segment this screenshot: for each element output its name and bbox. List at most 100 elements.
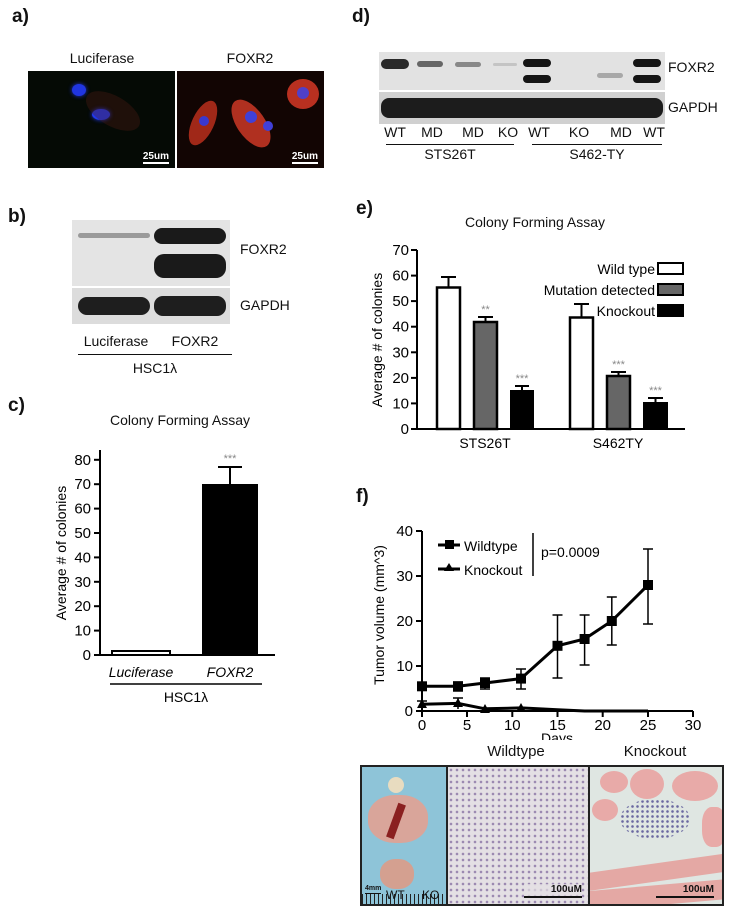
image-title-knockout: Knockout	[623, 743, 687, 760]
panel-label-d: d)	[352, 6, 370, 27]
lane-label: MD	[421, 124, 443, 140]
chart-c-title: Colony Forming Assay	[109, 412, 251, 428]
p-value: p=0.0009	[541, 544, 600, 560]
western-blot-foxr2	[379, 52, 665, 90]
y-tick: 40	[392, 319, 409, 336]
western-blot-gapdh	[379, 92, 665, 124]
series-wildtype-line	[422, 583, 650, 688]
chart-f-tumor-volume: 0 10 20 30 40 0 5 10 15 20 25 30 Days Tu…	[371, 523, 702, 740]
group-underline	[386, 144, 514, 145]
x-tick: FOXR2	[207, 664, 254, 680]
y-tick: 10	[392, 395, 409, 412]
scale-bar-100um: 100uM	[656, 884, 714, 898]
x-tick: 25	[640, 717, 657, 734]
y-tick: 20	[392, 370, 409, 387]
western-blot-foxr2	[72, 220, 230, 286]
y-tick: 70	[74, 476, 91, 493]
lane-label: WT	[643, 124, 665, 140]
y-tick: 10	[74, 623, 91, 640]
panel-a-title-luciferase: Luciferase	[69, 50, 135, 66]
legend-label: Knockout	[464, 562, 522, 578]
scale-bar-25um: 25um	[142, 151, 169, 164]
band-label-foxr2: FOXR2	[668, 59, 715, 75]
bar-luciferase	[111, 650, 171, 656]
y-tick: 0	[401, 421, 409, 438]
tumor-images-row: 4mm WT KO 100uM 100uM	[360, 765, 724, 906]
significance-marker: ***	[516, 373, 530, 385]
y-tick: 0	[83, 647, 91, 664]
band-label-gapdh: GAPDH	[668, 99, 718, 115]
group-label-s462ty: S462-TY	[569, 146, 625, 162]
significance-marker: **	[481, 304, 490, 316]
panel-label-f: f)	[356, 486, 369, 507]
y-tick: 60	[392, 268, 409, 285]
legend-label: Wildtype	[464, 538, 518, 554]
x-tick: 20	[594, 717, 611, 734]
group-underline	[532, 144, 662, 145]
x-tick: STS26T	[459, 435, 511, 451]
y-tick: 50	[74, 525, 91, 542]
chart-c-ylabel: Average # of colonies	[53, 486, 69, 620]
y-tick: 20	[396, 613, 413, 630]
scale-bar-4mm: 4mm	[365, 885, 382, 894]
group-underline	[78, 354, 232, 355]
chart-e-legend: Wild type Mutation detected Knockout	[544, 261, 684, 319]
group-label-hsc1: HSC1λ	[132, 360, 178, 376]
panel-a-title-foxr2: FOXR2	[226, 50, 274, 66]
y-tick: 40	[396, 523, 413, 540]
panel-label-c: c)	[8, 395, 25, 416]
chart-f-xlabel: Days	[541, 730, 573, 740]
chart-f-legend: Wildtype Knockout p=0.0009	[438, 533, 600, 578]
y-tick: 30	[392, 344, 409, 361]
x-tick: 15	[549, 717, 566, 734]
lane-label: KO	[497, 124, 519, 140]
x-tick: S462TY	[593, 435, 644, 451]
series-knockout-markers	[417, 698, 526, 713]
legend-label: Wild type	[597, 261, 655, 277]
scale-bar-100um: 100uM	[524, 884, 582, 898]
tumor-photo: 4mm WT KO	[362, 767, 448, 904]
y-tick: 80	[74, 452, 91, 469]
legend-label: Mutation detected	[544, 282, 655, 298]
x-tick: 5	[463, 717, 471, 734]
image-title-wildtype: Wildtype	[487, 743, 545, 760]
bar-s462ty-wildtype	[568, 316, 595, 431]
y-tick: 30	[396, 568, 413, 585]
chart-e-title: Colony Forming Assay	[464, 214, 606, 230]
lane-label: KO	[568, 124, 590, 140]
significance-marker: ***	[649, 385, 663, 397]
chart-e-colony-assay: 0 10 20 30 40 50 60 70 Average # of colo…	[369, 242, 685, 451]
group-label-hsc1: HSC1λ	[164, 689, 208, 705]
lane-label: WT	[384, 124, 406, 140]
x-tick: 10	[504, 717, 521, 734]
significance-marker: ***	[612, 359, 626, 371]
tumor-label-wt: WT	[386, 888, 405, 902]
y-tick: 50	[392, 293, 409, 310]
y-tick: 0	[405, 703, 413, 720]
band-label-gapdh: GAPDH	[240, 297, 290, 313]
western-blot-gapdh	[72, 288, 230, 324]
y-tick: 60	[74, 501, 91, 518]
series-knockout-line	[421, 701, 648, 713]
bar-sts26t-wildtype	[435, 286, 462, 431]
x-tick: 30	[685, 717, 702, 734]
panel-label-a: a)	[12, 6, 29, 27]
wildtype-histology-image: 100uM	[448, 767, 590, 904]
lane-label: Luciferase	[83, 333, 149, 349]
bar-foxr2	[202, 484, 258, 655]
x-tick: Luciferase	[109, 664, 174, 680]
knockout-histology-image: 100uM	[590, 767, 722, 904]
tumor-label-ko: KO	[422, 888, 440, 902]
foxr2-fluorescence-image: 25um	[177, 71, 324, 168]
group-label-sts26t: STS26T	[424, 146, 476, 162]
luciferase-fluorescence-image: 25um	[28, 71, 175, 168]
y-tick: 70	[392, 242, 409, 259]
chart-c-colony-assay: 0 10 20 30 40 50 60 70 80 Average # of c…	[53, 450, 275, 705]
chart-e-ylabel: Average # of colonies	[369, 273, 385, 407]
bar-s462ty-knockout	[643, 402, 668, 429]
lane-label: MD	[462, 124, 484, 140]
x-tick: 0	[418, 717, 426, 734]
bar-sts26t-mutation	[472, 320, 499, 431]
legend-label: Knockout	[597, 303, 655, 319]
y-tick: 30	[74, 574, 91, 591]
